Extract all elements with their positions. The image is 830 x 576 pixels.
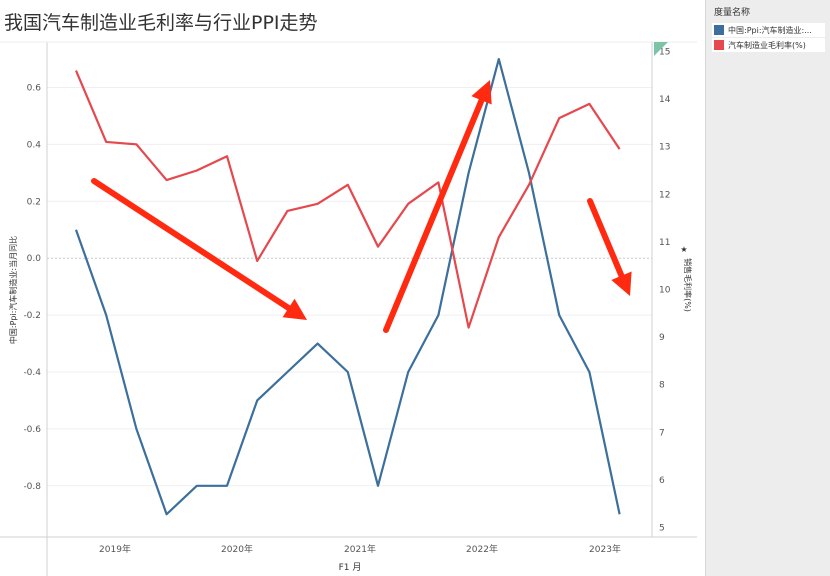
legend-item-margin[interactable]: 汽车制造业毛利率(%) (712, 38, 825, 52)
left-tick-label: -0.2 (23, 311, 41, 321)
left-axis-ticks: 0.6 0.4 0.2 0.0 -0.2 -0.4 -0.6 -0.8 (23, 84, 41, 492)
right-tick-label: 10 (659, 286, 671, 296)
annotation-arrow-head-icon (611, 271, 632, 296)
axis-corner-marker-icon[interactable] (654, 42, 668, 56)
right-tick-label: 12 (659, 190, 670, 200)
left-axis-label: 中国:Ppi:汽车制造业:当月同比 (8, 236, 18, 344)
axes (0, 41, 697, 576)
left-tick-label: 0.6 (27, 84, 42, 94)
legend-panel: 度量名称 中国:Ppi:汽车制造业:... 汽车制造业毛利率(%) (705, 0, 830, 576)
right-tick-label: 7 (659, 428, 665, 438)
x-tick-label: 2020年 (221, 543, 253, 555)
right-tick-label: 5 (659, 523, 665, 533)
dual-axis-line-chart: 0.60.40.20.0-0.2-0.4-0.6-0.8 15141312111… (0, 41, 697, 576)
right-axis-pin-icon[interactable]: ★ (680, 245, 687, 254)
annotation-arrow-shaft (587, 198, 625, 279)
series-line-margin[interactable] (74, 70, 621, 329)
left-tick-label: -0.8 (23, 482, 41, 492)
series-line-ppi[interactable] (74, 57, 621, 516)
annotation-arrows (91, 80, 632, 333)
x-tick-label: 2021年 (344, 543, 376, 555)
right-tick-label: 11 (659, 238, 670, 248)
legend-label-ppi: 中国:Ppi:汽车制造业:... (728, 25, 812, 35)
right-axis-ticks: 15 14 13 12 11 10 9 8 7 6 5 (659, 48, 671, 534)
right-tick-label: 6 (659, 476, 665, 486)
series-lines (74, 57, 621, 516)
legend-label-margin: 汽车制造业毛利率(%) (728, 40, 806, 50)
right-axis-label: 销售毛利率(%) (683, 258, 693, 312)
right-tick-label: 14 (659, 95, 671, 105)
grid-lines (47, 87, 652, 487)
x-axis-ticks: 2019年 2020年 2021年 2022年 2023年 (99, 543, 621, 555)
right-tick-label: 9 (659, 333, 665, 343)
annotation-arrow-shaft (91, 178, 292, 311)
legend-swatch-ppi (714, 25, 724, 35)
left-tick-label: 0.0 (27, 254, 42, 264)
x-axis-label: F1 月 (339, 562, 362, 573)
right-tick-label: 8 (659, 381, 665, 391)
legend-title: 度量名称 (714, 8, 751, 18)
left-tick-label: 0.2 (27, 197, 41, 207)
annotation-arrow-head-icon (282, 298, 307, 320)
left-tick-label: -0.6 (23, 425, 41, 435)
x-tick-label: 2022年 (466, 543, 498, 555)
right-tick-label: 15 (659, 48, 670, 58)
x-tick-label: 2019年 (99, 543, 131, 555)
legend-swatch-margin (714, 40, 724, 50)
chart-title: 我国汽车制造业毛利率与行业PPI走势 (4, 12, 318, 34)
x-tick-label: 2023年 (589, 543, 621, 555)
left-tick-label: -0.4 (23, 368, 41, 378)
right-tick-label: 13 (659, 143, 670, 153)
annotation-arrow-shaft (383, 97, 485, 333)
left-tick-label: 0.4 (27, 140, 42, 150)
legend-item-ppi[interactable]: 中国:Ppi:汽车制造业:... (712, 23, 825, 37)
annotation-arrow-head-icon (471, 80, 492, 105)
